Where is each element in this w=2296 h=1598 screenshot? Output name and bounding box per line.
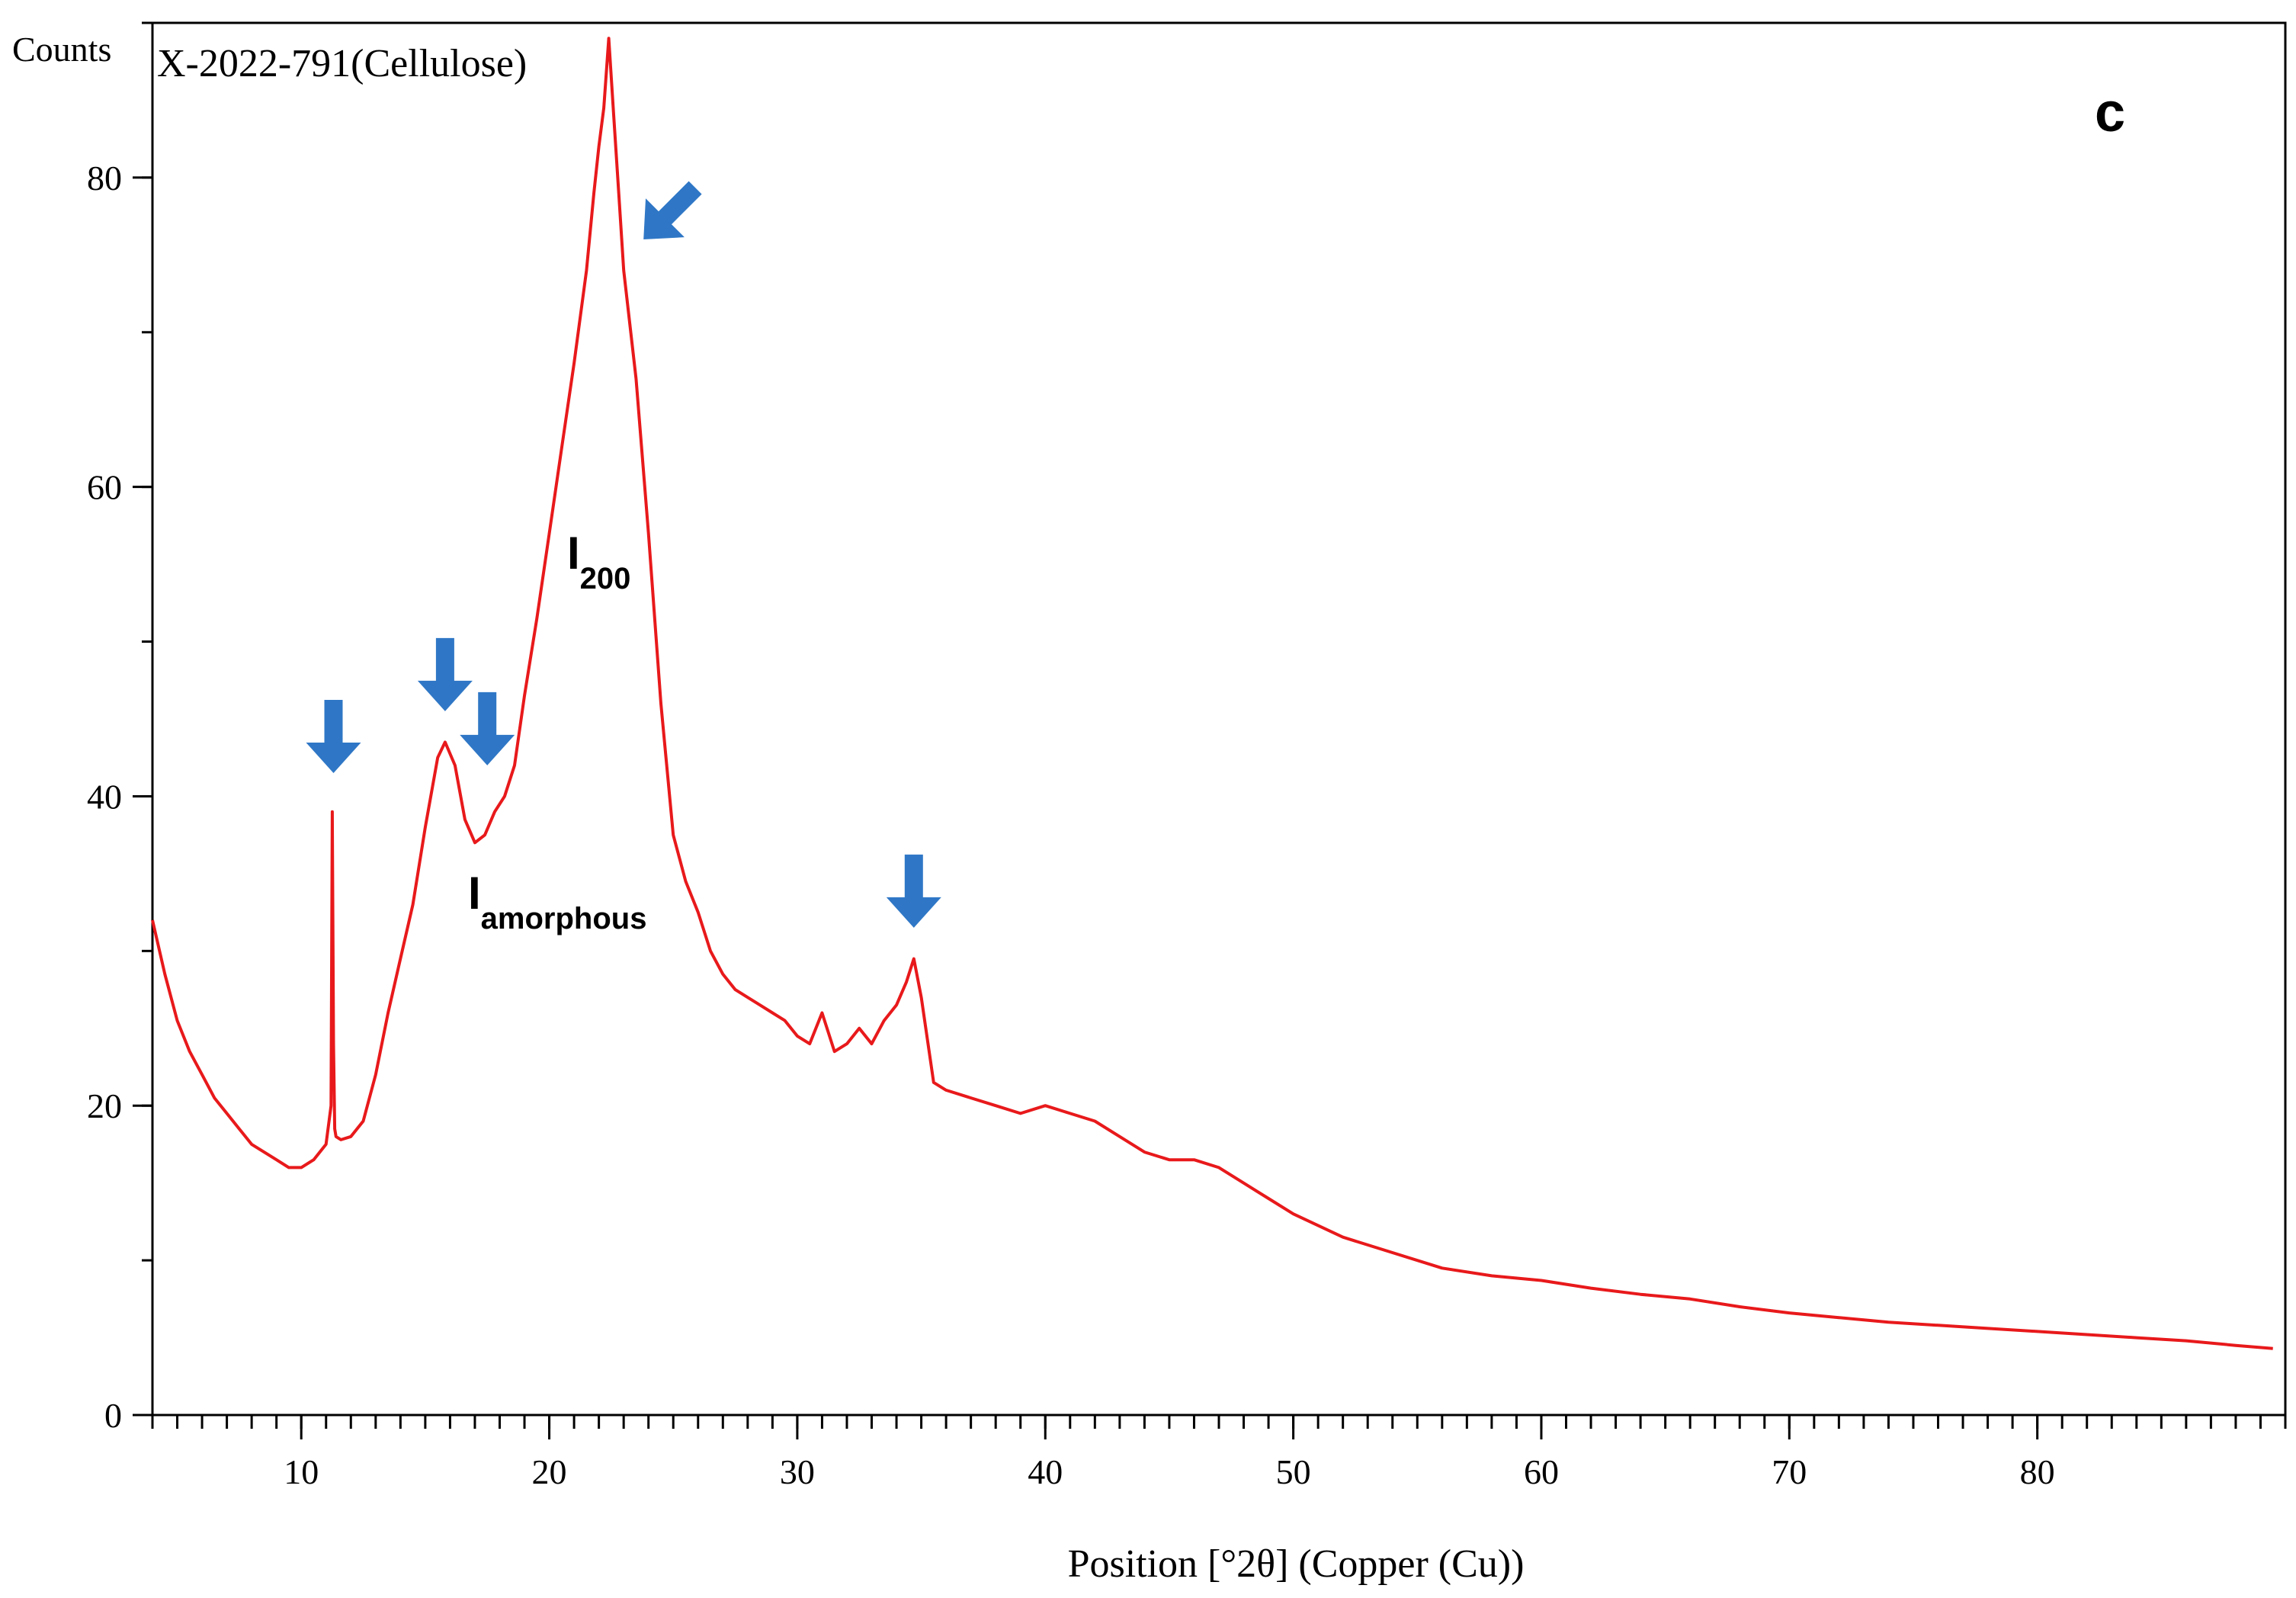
arrows-group	[306, 181, 941, 928]
peak-arrow-icon	[643, 181, 702, 239]
peak-arrow-icon	[306, 700, 361, 773]
x-tick-label: 20	[532, 1452, 567, 1491]
y-tick-label: 40	[87, 777, 122, 816]
arrow-shape	[306, 700, 361, 773]
arrow-shape	[460, 692, 515, 765]
x-tick-label: 40	[1028, 1452, 1063, 1491]
annotation-i200: I200	[567, 528, 630, 595]
annotation-iamorphous-sub: amorphous	[481, 902, 647, 935]
x-tick-label: 70	[1772, 1452, 1807, 1491]
x-tick-label: 10	[284, 1452, 319, 1491]
x-tick-label: 60	[1524, 1452, 1559, 1491]
y-ticks-group: 0 20 40 60 80	[87, 21, 152, 1435]
series-group	[151, 37, 2273, 1350]
x-tick-label: 50	[1276, 1452, 1311, 1491]
peak-arrow-icon	[417, 637, 473, 711]
y-tick-label: 0	[104, 1396, 122, 1435]
chart-title: X-2022-791(Cellulose)	[157, 42, 527, 85]
annotation-iamorphous: Iamorphous	[468, 868, 646, 935]
y-tick-label: 60	[87, 468, 122, 507]
x-axis-label: Position [°2θ] (Copper (Cu))	[1068, 1542, 1525, 1586]
peak-arrow-icon	[460, 692, 515, 765]
x-tick-label: 30	[780, 1452, 815, 1491]
x-tick-label: 80	[2020, 1452, 2055, 1491]
peak-arrow-icon	[886, 854, 941, 928]
x-ticks-group: 10 20 30 40 50 60 70 80	[151, 1415, 2287, 1491]
y-tick-label: 20	[87, 1086, 122, 1125]
arrow-shape	[417, 637, 473, 711]
annotation-iamorphous-main: I	[468, 868, 481, 919]
annotation-i200-sub: 200	[580, 562, 631, 595]
arrow-shape	[886, 854, 941, 928]
series-line	[151, 37, 2273, 1350]
y-axis-label: Counts	[12, 30, 111, 69]
panel-label: c	[2095, 82, 2125, 143]
arrow-shape	[643, 181, 702, 239]
y-tick-label: 80	[87, 159, 122, 197]
annotation-i200-main: I	[567, 528, 580, 579]
